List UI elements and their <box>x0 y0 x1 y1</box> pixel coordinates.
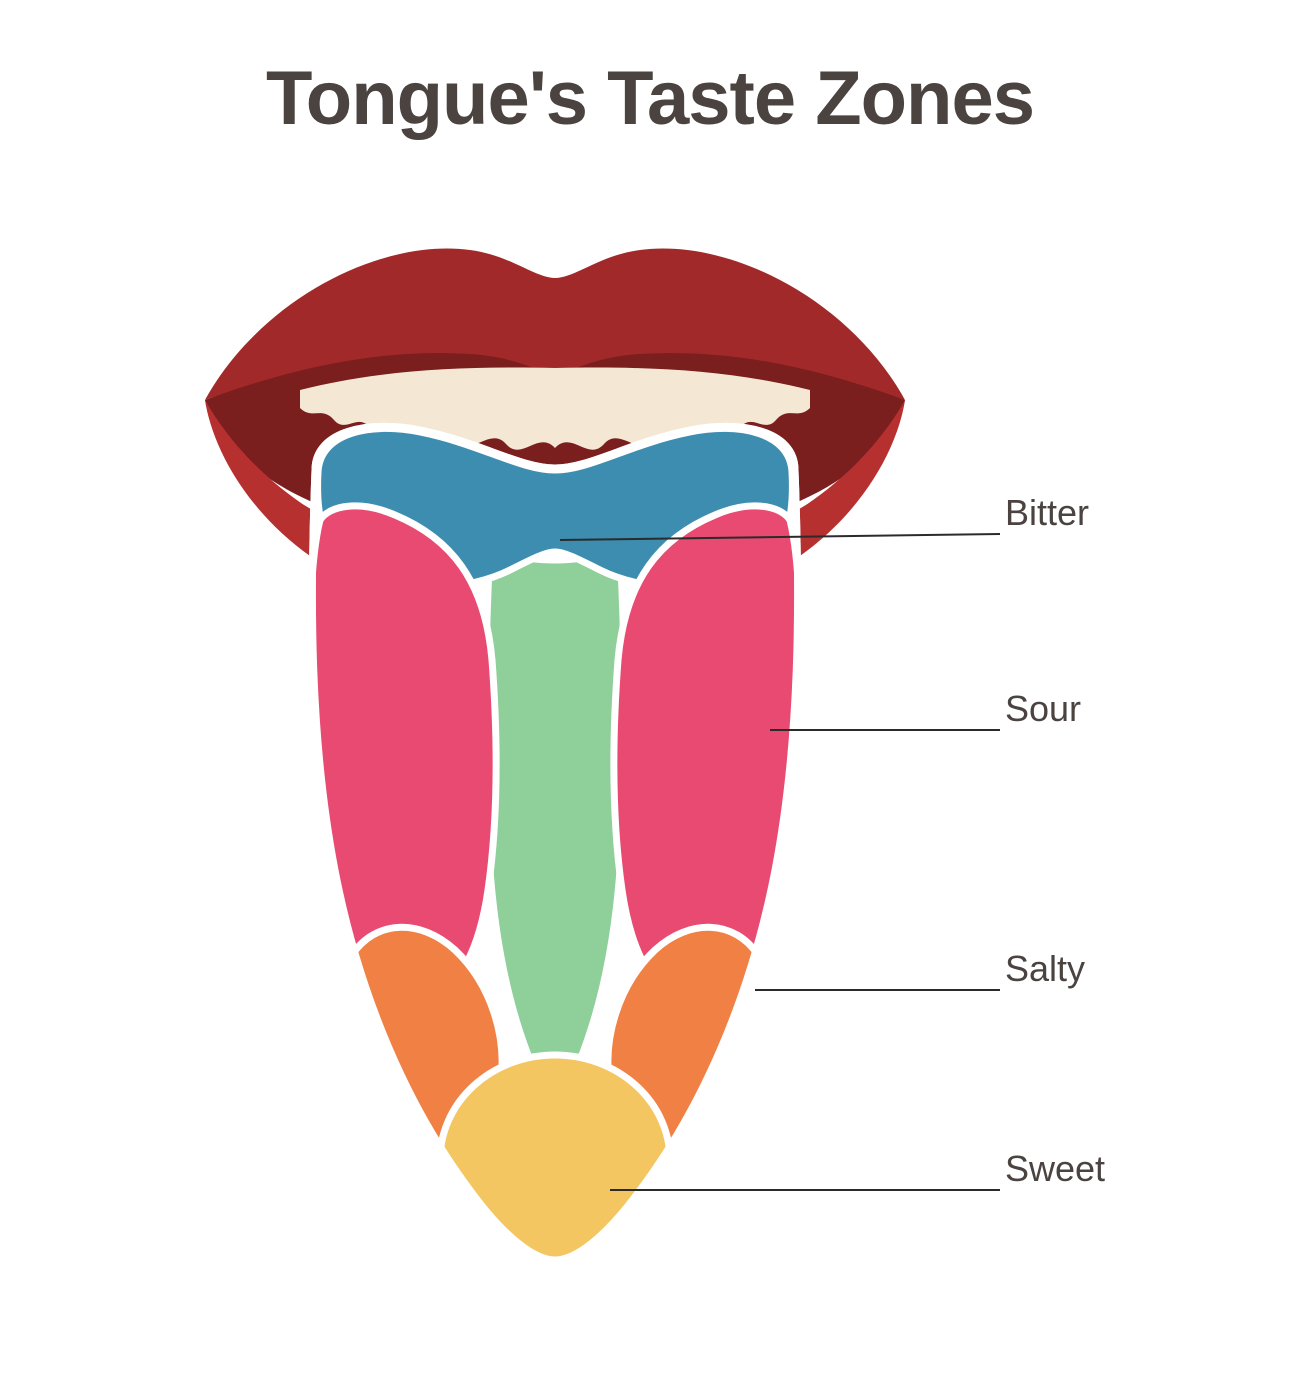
zone-sweet <box>440 1055 670 1265</box>
label-sweet: Sweet <box>1005 1148 1105 1190</box>
taste-zones-group <box>309 428 800 1265</box>
label-sour: Sour <box>1005 688 1081 730</box>
infographic-canvas: Tongue's Taste Zones Bitter Sour Salty S… <box>0 0 1300 1390</box>
label-bitter: Bitter <box>1005 492 1089 534</box>
label-salty: Salty <box>1005 948 1085 990</box>
diagram-title: Tongue's Taste Zones <box>0 55 1300 142</box>
